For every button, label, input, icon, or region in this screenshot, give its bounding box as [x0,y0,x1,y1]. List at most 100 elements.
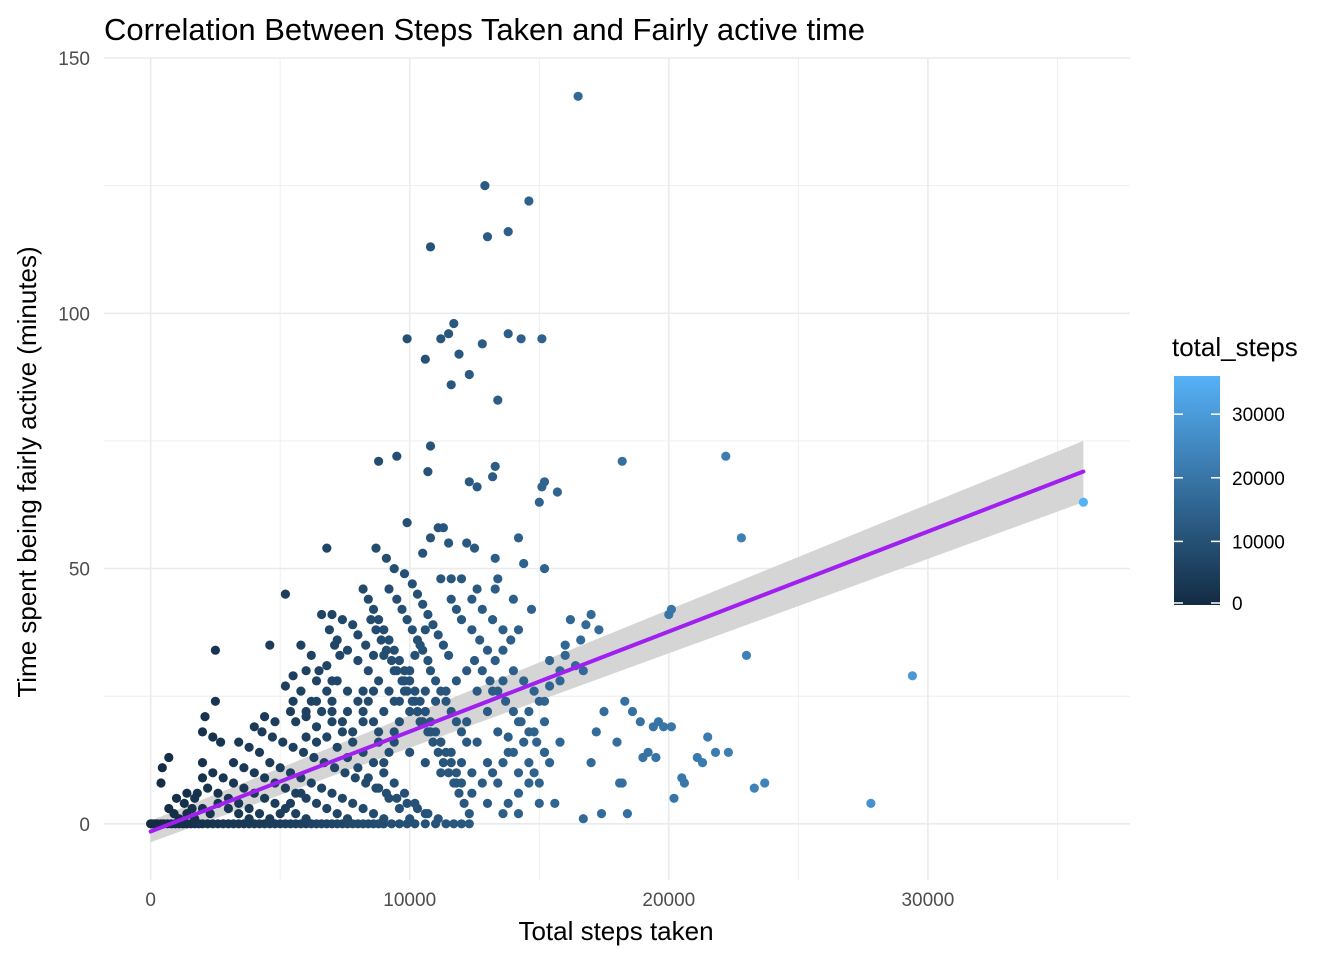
data-point [156,778,166,788]
data-point [513,788,524,798]
data-point [330,640,340,650]
data-point [311,696,322,706]
data-point [449,819,459,829]
data-point [456,574,467,584]
data-point [456,819,467,829]
data-point [379,768,389,778]
data-point [337,727,347,737]
data-point [444,329,454,339]
data-point [358,803,368,814]
data-point [907,671,918,681]
data-point [534,497,544,507]
trend-line [148,469,1086,834]
data-point [446,380,456,390]
data-point [539,564,550,574]
data-point [353,696,363,706]
data-point [431,676,441,686]
data-point [444,538,454,548]
data-point [358,584,368,594]
data-point [332,809,342,819]
data-point [340,768,350,778]
data-point [446,758,456,768]
data-point [464,477,474,487]
data-point [394,803,404,814]
data-point [477,339,487,349]
data-point [402,518,412,528]
data-point [456,758,467,768]
data-point [368,686,379,696]
data-point [617,456,627,466]
data-point [337,793,347,803]
data-point [384,635,394,645]
data-point [291,788,301,798]
data-point [210,645,220,655]
data-point [363,594,373,604]
data-point [265,758,275,768]
data-point [524,758,534,768]
data-point [301,706,311,717]
data-point [249,722,259,732]
data-point [539,747,550,758]
data-point [381,645,391,655]
data-point [446,594,456,604]
data-point [301,732,311,742]
data-point [659,722,669,732]
data-point [545,655,555,666]
data-point [418,599,428,609]
data-point [508,594,518,604]
data-point [462,737,472,747]
data-point [420,758,430,768]
data-point [482,758,493,768]
data-point [371,625,381,635]
data-point [200,712,210,722]
data-point [519,676,529,686]
legend-colorbar [1174,376,1220,605]
data-point [265,640,275,650]
data-point [425,533,436,543]
data-point [488,615,498,625]
data-point [337,717,347,727]
data-point [425,441,436,451]
data-point [197,727,208,737]
data-point [550,798,560,809]
data-point [493,574,503,584]
data-point [301,814,311,824]
data-point [389,727,399,737]
y-tick-label: 50 [69,560,90,581]
data-point [361,640,371,650]
data-point [436,334,446,344]
data-point [407,625,417,635]
data-point [669,793,679,803]
data-point [275,809,285,819]
data-point [342,706,353,717]
data-point [545,758,555,768]
data-point [467,625,477,635]
legend-ticks: 0 10000 20000 30000 [1174,405,1285,615]
data-point [524,778,534,788]
data-point [342,814,353,824]
data-point [565,615,576,625]
data-point [482,232,493,242]
data-point [449,778,459,788]
data-point [394,655,404,666]
data-point [534,798,544,809]
data-point [503,227,513,237]
data-point [586,758,596,768]
data-point [327,788,337,798]
data-point [218,773,228,783]
data-point [462,666,472,676]
data-point [399,569,410,579]
x-axis-title: Total steps taken [518,916,713,946]
data-point [379,706,389,717]
data-point [513,809,524,819]
data-point [420,625,430,635]
data-point [516,334,526,344]
data-point [736,533,747,543]
data-point [456,727,467,737]
data-point [545,681,555,691]
data-point [472,686,482,696]
data-point [394,819,404,829]
chart-title: Correlation Between Steps Taken and Fair… [104,12,865,47]
data-point [591,727,601,737]
data-point [741,650,752,661]
